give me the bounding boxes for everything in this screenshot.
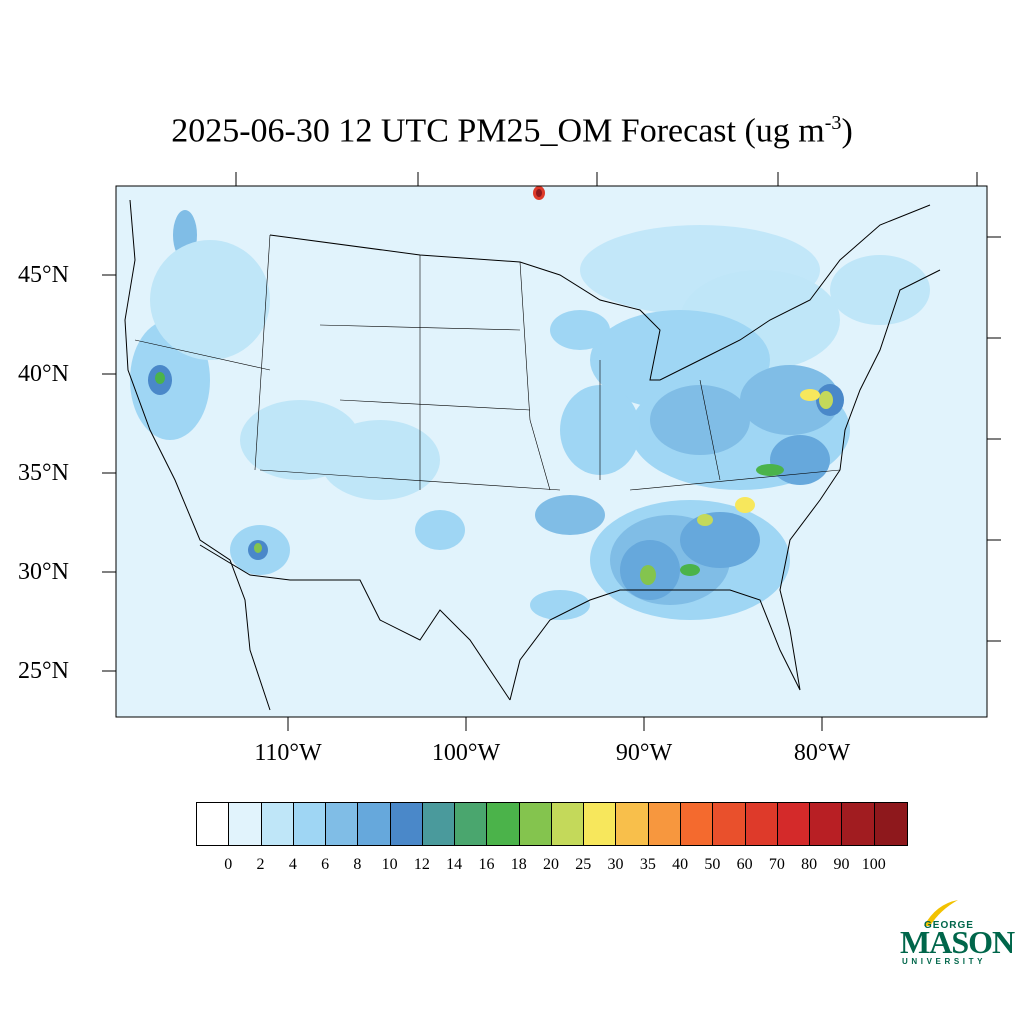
- colorbar-box: [648, 803, 681, 845]
- colorbar-box: [680, 803, 714, 845]
- colorbar-box: [455, 803, 488, 845]
- colorbar-box: [487, 803, 520, 845]
- colorbar-label: 0: [224, 856, 233, 873]
- logo-university: UNIVERSITY: [902, 957, 987, 966]
- colorbar-label: 4: [288, 856, 297, 873]
- colorbar-box: [229, 803, 262, 845]
- colorbar-label: 60: [736, 856, 753, 873]
- colorbar-label: 25: [575, 856, 592, 873]
- map-frame: [115, 185, 988, 718]
- colorbar-box: [810, 803, 843, 845]
- colorbar-label: 8: [353, 856, 362, 873]
- colorbar-box: [422, 803, 456, 845]
- logo-mason: MASON: [900, 924, 1015, 960]
- map-boundaries: [124, 199, 941, 711]
- colorbar-label: 80: [801, 856, 818, 873]
- colorbar-box: [197, 803, 230, 845]
- colorbar-box: [616, 803, 649, 845]
- page-title: 2025-06-30 12 UTC PM25_OM Forecast (ug m…: [0, 112, 1024, 150]
- colorbar-box: [584, 803, 617, 845]
- colorbar-box: [842, 803, 875, 845]
- logo-george: GEORGE: [924, 920, 974, 931]
- colorbar-label: 2: [256, 856, 265, 873]
- colorbar-label: 35: [639, 856, 656, 873]
- colorbar-label: 18: [510, 856, 527, 873]
- logo-swoosh-icon: [924, 900, 958, 926]
- gmu-logo: GEORGE MASON UNIVERSITY: [898, 898, 1015, 970]
- colorbar-label: 12: [413, 856, 430, 873]
- lon-label-80w: 80°W: [793, 740, 851, 766]
- title-close: ): [841, 112, 853, 150]
- concentration-fields: [130, 186, 930, 620]
- colorbar-label: 20: [543, 856, 559, 873]
- colorbar-box: [519, 803, 552, 845]
- title-main: 2025-06-30 12 UTC PM25_OM Forecast (ug m: [171, 112, 825, 150]
- colorbar-box: [261, 803, 294, 845]
- lat-label-45: 45°N: [18, 262, 69, 288]
- colorbar-label: 90: [833, 856, 850, 873]
- lat-label-30: 30°N: [18, 559, 69, 585]
- colorbar-label: 14: [446, 856, 463, 873]
- colorbar: [196, 802, 908, 846]
- colorbar-box: [326, 803, 359, 845]
- lon-label-100w: 100°W: [431, 740, 501, 766]
- colorbar-box: [551, 803, 585, 845]
- colorbar-box: [390, 803, 423, 845]
- colorbar-box: [874, 803, 907, 845]
- colorbar-label: 6: [321, 856, 330, 873]
- colorbar-label: 30: [607, 856, 624, 873]
- lon-label-110w: 110°W: [254, 740, 322, 766]
- colorbar-labels: 0 2 4 6 8 10 12 14 16 18 20 25 30 35 40 50 60 70 80 90 100: [0, 856, 1024, 880]
- colorbar-label: 16: [478, 856, 495, 873]
- colorbar-label: 70: [768, 856, 785, 873]
- lat-label-40: 40°N: [18, 361, 69, 387]
- colorbar-label: 50: [704, 856, 721, 873]
- colorbar-label: 100: [861, 856, 886, 873]
- colorbar-box: [358, 803, 391, 845]
- axis-ticks: [102, 172, 1001, 731]
- lat-label-35: 35°N: [18, 460, 69, 486]
- colorbar-box: [713, 803, 746, 845]
- title-superscript: -3: [824, 112, 842, 134]
- colorbar-label: 10: [381, 856, 398, 873]
- colorbar-box: [293, 803, 327, 845]
- colorbar-box: [777, 803, 811, 845]
- lon-label-90w: 90°W: [615, 740, 673, 766]
- colorbar-label: 40: [672, 856, 689, 873]
- colorbar-box: [745, 803, 778, 845]
- lat-label-25: 25°N: [18, 658, 69, 684]
